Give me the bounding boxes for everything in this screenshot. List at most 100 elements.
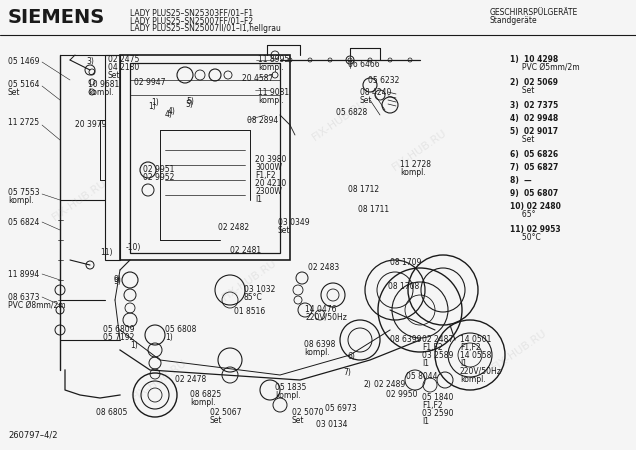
- Text: FIX-HUB.RU: FIX-HUB.RU: [131, 357, 190, 403]
- Text: 08 6805: 08 6805: [96, 408, 127, 417]
- Text: 50°C: 50°C: [510, 233, 541, 242]
- Text: 02 9950: 02 9950: [386, 390, 417, 399]
- Text: Set: Set: [292, 416, 305, 425]
- Text: 1): 1): [130, 341, 138, 350]
- Text: 08 6399: 08 6399: [390, 335, 422, 344]
- Text: 08 1709: 08 1709: [390, 258, 422, 267]
- Text: 08 1712: 08 1712: [348, 185, 379, 194]
- Text: Standgeräte: Standgeräte: [490, 16, 537, 25]
- Text: 05 5164: 05 5164: [8, 80, 39, 89]
- Text: 03 2589: 03 2589: [422, 351, 453, 360]
- Text: 4): 4): [168, 107, 176, 116]
- Text: 02 2489: 02 2489: [374, 380, 405, 389]
- Text: 02 5067: 02 5067: [210, 408, 242, 417]
- Text: 01 8516: 01 8516: [234, 307, 265, 316]
- Text: kompl.: kompl.: [8, 196, 34, 205]
- Text: kompl.: kompl.: [460, 375, 486, 384]
- Text: 5)  02 9017: 5) 02 9017: [510, 127, 558, 136]
- Text: 05 7553: 05 7553: [8, 188, 39, 197]
- Text: FIX-HUB.RU: FIX-HUB.RU: [221, 257, 279, 302]
- Text: 8)  —: 8) —: [510, 176, 532, 185]
- Text: 1): 1): [148, 102, 156, 111]
- Text: Set: Set: [510, 86, 534, 95]
- Text: SIEMENS: SIEMENS: [8, 8, 105, 27]
- Text: 02 5070: 02 5070: [292, 408, 324, 417]
- Text: 08 1711: 08 1711: [358, 205, 389, 214]
- Text: 05 1840: 05 1840: [422, 393, 453, 402]
- Text: 11) 02 9953: 11) 02 9953: [510, 225, 560, 234]
- Text: -10): -10): [126, 243, 141, 252]
- Text: 03 2590: 03 2590: [422, 409, 453, 418]
- Text: 11 8995: 11 8995: [258, 55, 289, 64]
- Text: 08 6398: 08 6398: [304, 340, 335, 349]
- Text: 7)  05 6827: 7) 05 6827: [510, 163, 558, 172]
- Text: 04 2180: 04 2180: [108, 63, 139, 72]
- Text: 05 8044: 05 8044: [406, 372, 438, 381]
- Text: 05 7192: 05 7192: [103, 333, 134, 342]
- Text: Set: Set: [510, 135, 534, 144]
- Text: 9): 9): [113, 275, 121, 284]
- Text: 05 6809: 05 6809: [103, 325, 134, 334]
- Text: GESCHIRRSPÜLGERÄTE: GESCHIRRSPÜLGERÄTE: [490, 8, 578, 17]
- Text: 14 0558: 14 0558: [460, 351, 492, 360]
- Text: kompl.: kompl.: [304, 348, 329, 357]
- Text: 9): 9): [113, 277, 121, 286]
- Text: F1,F2: F1,F2: [422, 343, 443, 352]
- Text: 05 6808: 05 6808: [165, 325, 197, 334]
- Text: 11 8994: 11 8994: [8, 270, 39, 279]
- Text: 08 6825: 08 6825: [190, 390, 221, 399]
- Text: kompl.: kompl.: [190, 398, 216, 407]
- Text: 3000W: 3000W: [255, 163, 282, 172]
- Text: Set: Set: [108, 71, 120, 80]
- Text: 20 4587: 20 4587: [242, 74, 273, 83]
- Text: 11): 11): [100, 248, 113, 257]
- Text: 4)  02 9948: 4) 02 9948: [510, 114, 558, 123]
- Text: 85°C: 85°C: [244, 293, 263, 302]
- Text: 3)  02 7375: 3) 02 7375: [510, 101, 558, 110]
- Text: F1,F2: F1,F2: [422, 401, 443, 410]
- Text: 20 4210: 20 4210: [255, 179, 286, 188]
- Text: LADY PLUS25–SN25007FF/01–F2: LADY PLUS25–SN25007FF/01–F2: [130, 16, 253, 25]
- Text: 02 2475: 02 2475: [108, 55, 139, 64]
- Text: Set: Set: [8, 88, 20, 97]
- Text: 2): 2): [364, 380, 372, 389]
- Text: 14 0501: 14 0501: [460, 335, 492, 344]
- Text: 260797–4/2: 260797–4/2: [8, 431, 57, 440]
- Text: 02 2483: 02 2483: [308, 263, 339, 272]
- Text: 2300W: 2300W: [255, 187, 282, 196]
- Text: FIX-HUB.RU: FIX-HUB.RU: [391, 127, 449, 172]
- Text: 1)  10 4298: 1) 10 4298: [510, 55, 558, 64]
- Text: 03 1032: 03 1032: [244, 285, 275, 294]
- Text: 02 9947: 02 9947: [134, 78, 165, 87]
- Text: 5): 5): [186, 97, 194, 106]
- Text: kompl.: kompl.: [88, 88, 114, 97]
- Text: PVC Ø5mm/2m: PVC Ø5mm/2m: [510, 63, 579, 72]
- Text: 7): 7): [343, 368, 351, 377]
- Text: 14 0476: 14 0476: [305, 305, 336, 314]
- Text: 02 9951: 02 9951: [143, 165, 174, 174]
- Text: 02 9952: 02 9952: [143, 173, 174, 182]
- Text: 220V/50Hz: 220V/50Hz: [305, 313, 347, 322]
- Text: 11 2725: 11 2725: [8, 118, 39, 127]
- Text: kompl.: kompl.: [258, 63, 284, 72]
- Bar: [130, 63, 280, 253]
- Text: 03 0349: 03 0349: [278, 218, 310, 227]
- Text: 08 4240: 08 4240: [360, 88, 391, 97]
- Text: 06 6466: 06 6466: [348, 60, 380, 69]
- Text: 1): 1): [151, 98, 159, 107]
- Text: 4): 4): [165, 110, 173, 119]
- Text: FIX-HUB.RU: FIX-HUB.RU: [311, 98, 370, 143]
- Text: 08 2894: 08 2894: [247, 116, 279, 125]
- Text: Set: Set: [210, 416, 223, 425]
- Text: 11 9081: 11 9081: [258, 88, 289, 97]
- Text: FIX-HUB.RU: FIX-HUB.RU: [491, 328, 550, 373]
- Text: kompl.: kompl.: [275, 391, 301, 400]
- Text: 1): 1): [165, 333, 173, 342]
- Text: 03 0134: 03 0134: [316, 420, 347, 429]
- Text: 02 2482: 02 2482: [218, 223, 249, 232]
- Text: 220V/50Hz: 220V/50Hz: [460, 367, 502, 376]
- Text: 2)  02 5069: 2) 02 5069: [510, 78, 558, 87]
- Text: FIX-HUB.RU: FIX-HUB.RU: [51, 177, 109, 223]
- Text: 10) 02 2480: 10) 02 2480: [510, 202, 561, 211]
- Text: 10 9681: 10 9681: [88, 80, 120, 89]
